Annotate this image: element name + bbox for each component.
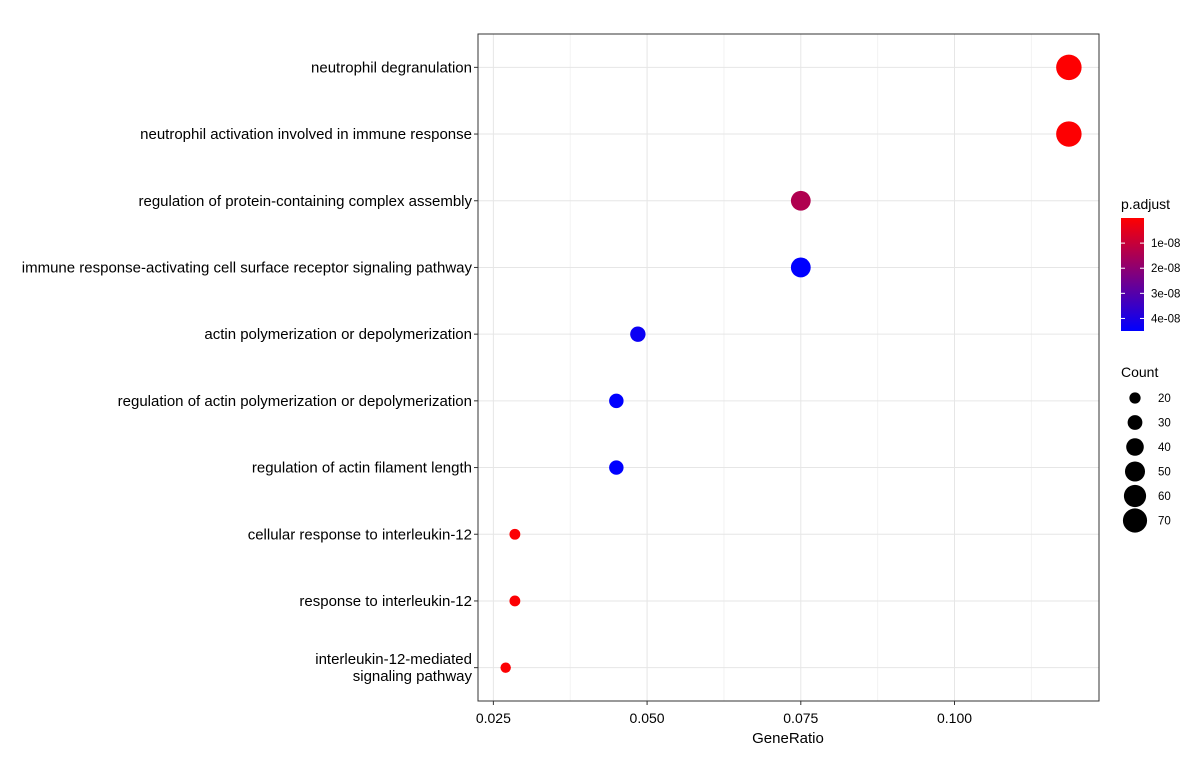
y-tick-label: regulation of protein-containing complex… <box>138 193 472 210</box>
size-legend-label: 60 <box>1158 491 1171 503</box>
y-tick-label: immune response-activating cell surface … <box>22 259 473 276</box>
x-tick-label: 0.025 <box>476 710 511 726</box>
size-legend-title: Count <box>1121 364 1158 380</box>
size-legend-key <box>1129 392 1141 404</box>
size-legend-label: 70 <box>1158 516 1171 528</box>
size-legend-label: 40 <box>1158 442 1171 454</box>
y-tick-label: actin polymerization or depolymerization <box>204 326 472 343</box>
panel-border <box>477 33 1100 702</box>
y-tick-label: regulation of actin polymerization or de… <box>118 393 472 410</box>
color-legend-title: p.adjust <box>1121 196 1170 212</box>
data-points <box>500 54 1082 673</box>
data-point <box>609 393 624 409</box>
x-axis-title: GeneRatio <box>752 730 824 747</box>
y-tick-label: signaling pathway <box>353 668 473 685</box>
data-point <box>790 257 811 278</box>
x-axis: 0.025 0.050 0.075 0.100 <box>476 701 972 726</box>
y-axis-labels: neutrophil degranulation neutrophil activ… <box>22 59 478 685</box>
size-legend: Count 20 30 40 50 60 70 <box>1121 364 1171 533</box>
data-point <box>630 326 646 342</box>
data-point <box>509 528 521 540</box>
size-legend-key <box>1127 415 1143 430</box>
size-legend-key <box>1126 438 1144 456</box>
y-tick-label: cellular response to interleukin-12 <box>248 526 472 543</box>
color-legend-label: 4e-08 <box>1151 313 1180 325</box>
size-legend-key <box>1123 484 1147 508</box>
color-legend-label: 1e-08 <box>1151 238 1180 250</box>
y-tick-label: regulation of actin filament length <box>252 460 472 477</box>
size-legend-key <box>1122 508 1148 533</box>
data-point <box>790 190 811 211</box>
x-tick-label: 0.050 <box>630 710 665 726</box>
size-legend-label: 30 <box>1158 418 1171 430</box>
color-legend-bar <box>1121 218 1144 331</box>
color-legend-label: 2e-08 <box>1151 263 1180 275</box>
y-tick-label: neutrophil degranulation <box>311 59 472 76</box>
color-legend: p.adjust 1e-08 2e-08 3e-08 4e-08 <box>1121 196 1180 331</box>
size-legend-key <box>1124 461 1146 482</box>
data-point <box>509 595 521 607</box>
y-tick-label: interleukin-12-mediated <box>315 651 472 668</box>
x-tick-label: 0.100 <box>937 710 972 726</box>
size-legend-label: 20 <box>1158 393 1171 405</box>
data-point <box>500 662 511 673</box>
y-tick-label: neutrophil activation involved in immune… <box>140 126 472 143</box>
data-point <box>609 460 624 475</box>
data-point <box>1056 54 1082 81</box>
y-tick-label: response to interleukin-12 <box>299 593 472 610</box>
data-point <box>1056 121 1082 147</box>
grid-lines <box>478 34 1099 701</box>
size-legend-label: 50 <box>1158 467 1171 479</box>
color-legend-label: 3e-08 <box>1151 288 1180 300</box>
x-tick-label: 0.075 <box>783 710 818 726</box>
